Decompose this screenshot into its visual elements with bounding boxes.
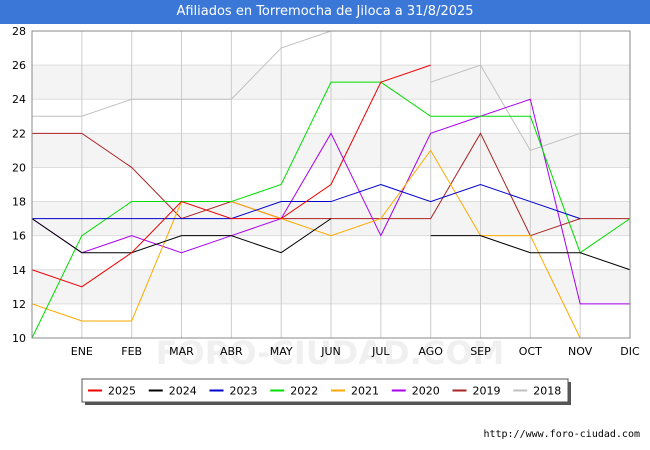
- y-tick-label: 12: [12, 298, 26, 311]
- x-tick-label: MAR: [169, 345, 194, 358]
- x-tick-label: OCT: [519, 345, 542, 358]
- legend-label-2022: 2022: [290, 385, 318, 398]
- series-line-2024: [430, 235, 631, 271]
- legend-label-2021: 2021: [351, 385, 379, 398]
- legend-label-2019: 2019: [473, 385, 501, 398]
- y-tick-label: 28: [12, 25, 26, 38]
- y-tick-label: 24: [12, 93, 26, 106]
- legend-label-2018: 2018: [533, 385, 561, 398]
- y-tick-label: 22: [12, 127, 26, 140]
- x-tick-label: NOV: [568, 345, 593, 358]
- x-tick-label: ENE: [71, 345, 93, 358]
- x-tick-label: JUL: [371, 345, 390, 358]
- legend-box: [81, 378, 569, 403]
- x-tick-label: DIC: [620, 345, 640, 358]
- source-link[interactable]: http://www.foro-ciudad.com: [483, 429, 640, 440]
- y-tick-label: 14: [12, 264, 26, 277]
- x-tick-label: ABR: [220, 345, 243, 358]
- series-line-2024: [31, 218, 332, 254]
- x-tick-label: JUN: [320, 345, 341, 358]
- watermark: FORO-CIUDAD.COM: [156, 334, 505, 372]
- axes: 10 12 14 16 18 20 22 24 26 28 ENE FEB MAR ABR MAY JUN JU…: [12, 25, 640, 358]
- series-line-2021: [31, 149, 581, 339]
- y-tick-label: 20: [12, 161, 26, 174]
- chart-title: Afiliados en Torremocha de Jiloca a 31/8…: [0, 0, 650, 24]
- x-tick-label: AGO: [418, 345, 443, 358]
- y-tick-label: 16: [12, 230, 26, 243]
- plot-border: [31, 30, 631, 339]
- series-line-2025: [31, 64, 431, 288]
- x-tick-label: FEB: [121, 345, 142, 358]
- legend-label-2020: 2020: [412, 385, 440, 398]
- legend-label-2025: 2025: [108, 385, 136, 398]
- y-tick-label: 26: [12, 59, 26, 72]
- x-tick-label: SEP: [470, 345, 491, 358]
- series-line-2022: [31, 81, 631, 339]
- x-tick-label: MAY: [270, 345, 293, 358]
- series-line-2018: [430, 64, 630, 151]
- legend: 2025 2024 2023 2022 2021 2020 2019 2018: [81, 378, 571, 405]
- series-line-2018: [32, 30, 332, 117]
- series-lines: [31, 30, 631, 339]
- y-tick-label: 18: [12, 196, 26, 209]
- y-tick-label: 10: [12, 332, 26, 345]
- legend-label-2023: 2023: [230, 385, 258, 398]
- series-line-2020: [31, 98, 630, 305]
- legend-label-2024: 2024: [169, 385, 197, 398]
